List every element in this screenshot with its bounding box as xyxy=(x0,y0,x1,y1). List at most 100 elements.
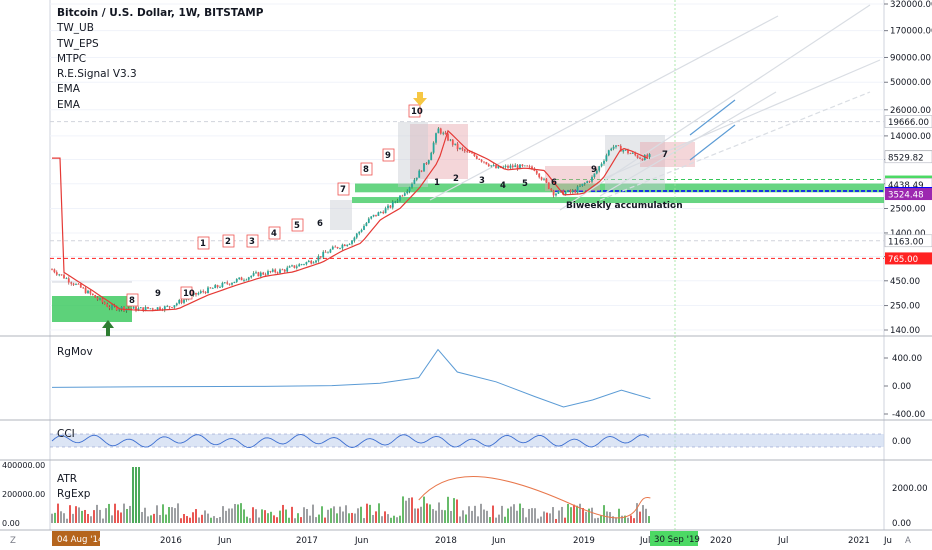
atr-pane-label[interactable]: ATR xyxy=(57,472,77,487)
candle xyxy=(363,226,365,230)
rgexp-pane-label[interactable]: RgExp xyxy=(57,487,90,502)
time-tick-label: 2017 xyxy=(296,536,318,546)
time-tick-label: 2018 xyxy=(435,536,457,546)
candle xyxy=(315,261,317,263)
candle xyxy=(337,247,339,248)
time-tick-label: 2016 xyxy=(160,536,182,546)
time-tick-label: Z xyxy=(10,536,16,546)
candle xyxy=(481,160,483,162)
indicator-label[interactable]: TW_EPS xyxy=(57,37,263,52)
volume-bar xyxy=(540,517,542,523)
candle xyxy=(483,162,485,163)
candle xyxy=(421,171,423,172)
candle xyxy=(106,304,108,307)
volume-bar xyxy=(483,510,485,523)
candle xyxy=(579,186,581,187)
volume-bar xyxy=(519,504,521,523)
volume-bar xyxy=(648,516,650,523)
volume-bar xyxy=(498,515,500,523)
candle xyxy=(392,202,394,208)
volume-bar xyxy=(267,513,269,523)
td-count-label: 4 xyxy=(500,181,506,191)
indicator-label[interactable]: TW_UB xyxy=(57,21,263,36)
rgmov-tick-label: -400.00 xyxy=(892,410,925,420)
candle xyxy=(246,280,248,281)
candle xyxy=(92,294,94,295)
indicator-label[interactable]: EMA xyxy=(57,98,263,113)
indicator-label[interactable]: MTPC xyxy=(57,52,263,67)
candle xyxy=(618,145,620,146)
volume-bar xyxy=(141,512,143,523)
candle xyxy=(459,148,461,149)
candle xyxy=(411,184,413,187)
atr-tick-label: 0.00 xyxy=(892,519,911,529)
time-tick-label: 2020 xyxy=(710,536,732,546)
volume-bar xyxy=(252,507,254,523)
volume-bar xyxy=(285,510,287,523)
candle xyxy=(241,278,243,281)
volume-bar xyxy=(402,496,404,523)
candle xyxy=(267,271,269,275)
cci-pane-label[interactable]: CCI xyxy=(57,427,75,442)
candle xyxy=(68,278,70,282)
candle xyxy=(152,308,154,309)
volume-bar xyxy=(300,517,302,523)
td-count-label: 7 xyxy=(340,185,346,195)
candle xyxy=(342,245,344,248)
symbol-title[interactable]: Bitcoin / U.S. Dollar, 1W, BITSTAMP xyxy=(57,6,263,21)
price-tick-label: 140.00 xyxy=(890,326,920,336)
volume-bar xyxy=(225,511,227,523)
candle xyxy=(306,262,308,264)
time-marker-label: 30 Sep '19 xyxy=(654,535,700,545)
candle xyxy=(402,196,404,197)
candle xyxy=(625,150,627,151)
candle xyxy=(282,269,284,270)
volume-bar xyxy=(516,511,518,523)
volume-bar xyxy=(564,518,566,523)
candle xyxy=(512,166,514,168)
volume-bar xyxy=(90,516,92,523)
indicator-label[interactable]: R.E.Signal V3.3 xyxy=(57,67,263,82)
candle xyxy=(104,302,106,304)
volume-bar xyxy=(450,511,452,523)
volume-bar xyxy=(114,504,116,523)
volume-bar xyxy=(534,508,536,523)
candle xyxy=(339,248,341,249)
candle xyxy=(555,194,557,196)
indicator-label[interactable]: EMA xyxy=(57,82,263,97)
candle xyxy=(543,179,545,180)
volume-bar xyxy=(408,498,410,523)
candle xyxy=(236,279,238,282)
atr-volume-tick-label: 0.00 xyxy=(2,519,20,528)
volume-bar xyxy=(432,509,434,523)
volume-bar xyxy=(198,517,200,523)
candle xyxy=(111,305,113,308)
volume-bar xyxy=(291,507,293,523)
rgmov-pane-label[interactable]: RgMov xyxy=(57,345,93,360)
volume-bar xyxy=(447,497,449,523)
td-count-label: 5 xyxy=(294,221,300,231)
candle xyxy=(322,252,324,258)
volume-bar xyxy=(366,504,368,523)
candle xyxy=(514,165,516,167)
volume-bar xyxy=(546,513,548,523)
volume-bar xyxy=(87,514,89,523)
volume-bar xyxy=(60,511,62,523)
candle xyxy=(238,278,240,280)
candle xyxy=(308,261,310,262)
cci-pane: 0.00 xyxy=(50,434,911,448)
candle xyxy=(202,291,204,292)
candle xyxy=(73,284,75,285)
candle xyxy=(310,261,312,264)
volume-bar xyxy=(201,515,203,523)
candle xyxy=(490,165,492,166)
candle xyxy=(394,202,396,203)
td-count-label: 6 xyxy=(551,178,557,188)
candle xyxy=(90,291,92,294)
candle xyxy=(615,145,617,146)
candle xyxy=(452,140,454,145)
td-count-label: 2 xyxy=(453,174,459,184)
price-label-text: 19666.00 xyxy=(888,118,929,128)
candle xyxy=(102,298,104,302)
volume-bar xyxy=(597,518,599,523)
